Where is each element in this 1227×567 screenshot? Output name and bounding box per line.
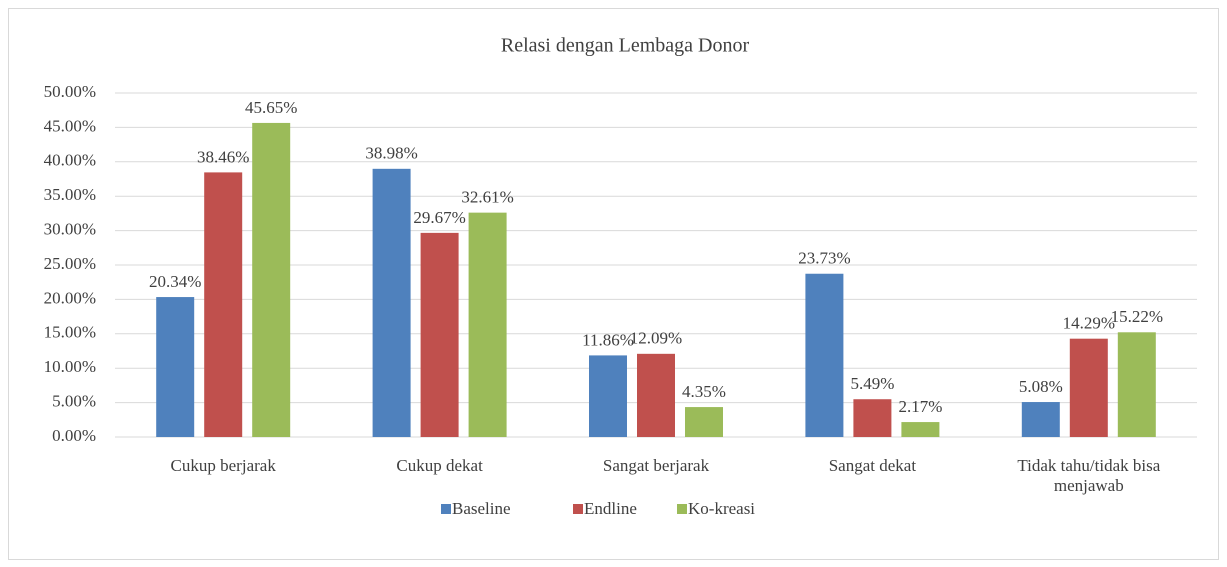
bar xyxy=(156,297,195,437)
data-label: 14.29% xyxy=(1063,314,1115,333)
bar xyxy=(685,407,723,437)
y-tick-label: 30.00% xyxy=(44,220,96,239)
chart-title: Relasi dengan Lembaga Donor xyxy=(501,35,750,57)
x-tick-label: Cukup dekat xyxy=(396,456,483,475)
bar xyxy=(589,355,627,437)
legend-swatch xyxy=(573,504,583,514)
data-label: 4.35% xyxy=(682,382,726,401)
data-label: 32.61% xyxy=(461,188,513,207)
data-label: 20.34% xyxy=(149,272,201,291)
bar xyxy=(468,212,507,437)
bar xyxy=(805,273,844,437)
y-tick-label: 20.00% xyxy=(44,288,96,307)
legend-label: Ko-kreasi xyxy=(688,499,755,518)
x-tick-label: Sangat berjarak xyxy=(602,456,710,475)
data-label: 38.46% xyxy=(197,147,249,166)
data-label: 29.67% xyxy=(413,208,465,227)
bar xyxy=(1117,332,1156,437)
y-tick-label: 0.00% xyxy=(52,426,96,445)
y-tick-label: 50.00% xyxy=(44,82,96,101)
y-tick-label: 5.00% xyxy=(52,392,96,411)
data-label: 45.65% xyxy=(245,98,297,117)
y-tick-label: 35.00% xyxy=(44,185,96,204)
legend-label: Baseline xyxy=(452,499,511,518)
data-label: 12.09% xyxy=(630,329,682,348)
data-label: 15.22% xyxy=(1111,307,1163,326)
data-label: 5.08% xyxy=(1019,377,1063,396)
x-tick-label: Cukup berjarak xyxy=(170,456,276,475)
bar xyxy=(252,122,291,437)
data-label: 38.98% xyxy=(365,144,417,163)
legend-swatch xyxy=(441,504,451,514)
bar xyxy=(1021,402,1060,437)
legend-label: Endline xyxy=(584,499,637,518)
bar xyxy=(204,172,243,437)
bar xyxy=(853,399,892,437)
data-label: 23.73% xyxy=(798,249,850,268)
x-tick-label: Tidak tahu/tidak bisa menjawab xyxy=(1017,456,1161,495)
data-label: 11.86% xyxy=(582,330,634,349)
bar xyxy=(1069,338,1108,437)
bar xyxy=(637,353,675,437)
data-label: 5.49% xyxy=(850,374,894,393)
y-tick-label: 15.00% xyxy=(44,323,96,342)
bar xyxy=(372,168,411,437)
legend-swatch xyxy=(677,504,687,514)
y-tick-label: 25.00% xyxy=(44,254,96,273)
bar xyxy=(901,422,940,437)
y-tick-label: 45.00% xyxy=(44,116,96,135)
data-label: 2.17% xyxy=(898,397,942,416)
y-tick-label: 40.00% xyxy=(44,151,96,170)
y-tick-label: 10.00% xyxy=(44,357,96,376)
x-tick-label: Sangat dekat xyxy=(828,456,917,475)
bar xyxy=(420,232,459,437)
